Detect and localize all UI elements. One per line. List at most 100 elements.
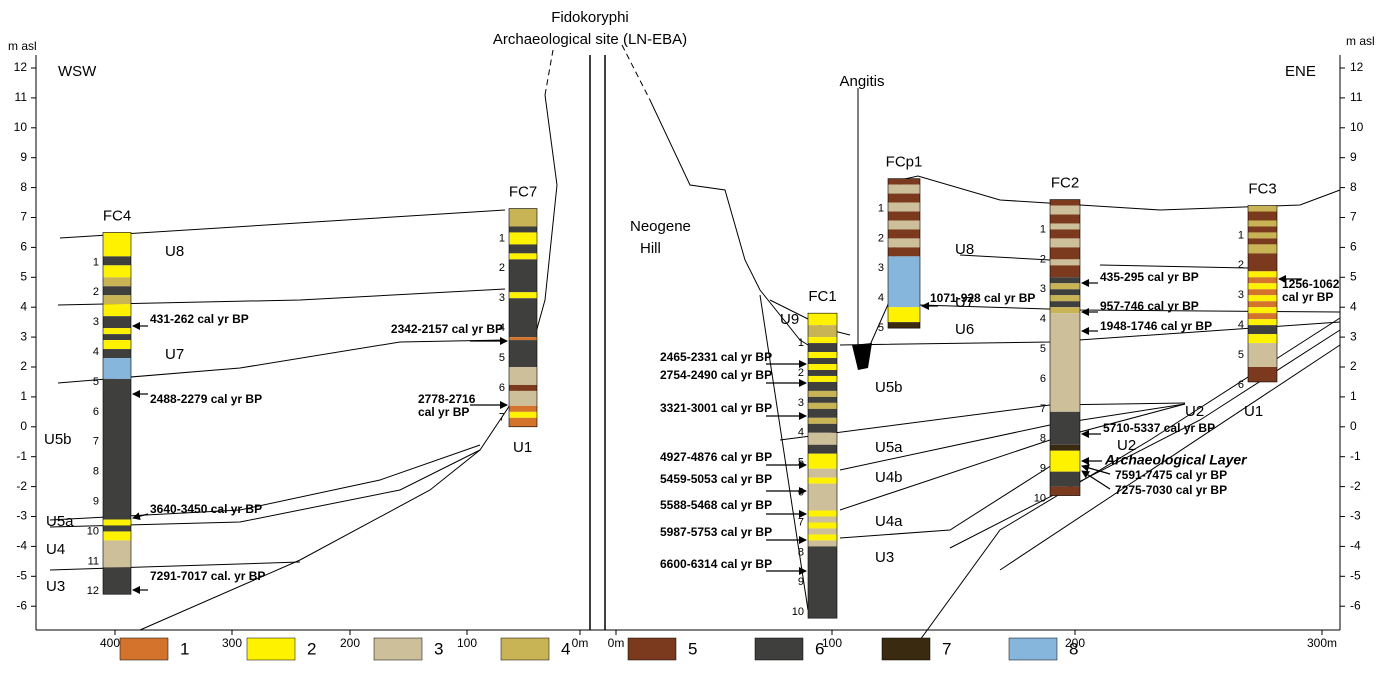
core-layer [509,226,537,233]
date-label: 5588-5468 cal yr BP [660,498,772,512]
depth-label: 6 [1238,379,1244,391]
core-layer [1050,238,1080,248]
core-layer [808,352,837,359]
y-tick-label: 6 [1350,240,1357,254]
date-label: cal yr BP [418,405,469,419]
core-layer [1050,199,1080,206]
core-layer [1248,367,1277,382]
core-layer [103,378,131,520]
legend-label: 2 [307,639,316,658]
legend-swatch [246,637,296,661]
core-layer [1248,205,1277,212]
core-name: FC7 [509,183,537,200]
y-tick-label: 1 [20,389,27,403]
core-layer [1248,283,1277,290]
core-layer [888,178,920,185]
date-label: 7591-7475 cal yr BP [1115,468,1227,482]
core-layer [1050,411,1080,445]
core-layer [1248,319,1277,326]
legend-swatch [1008,637,1058,661]
core-layer [509,244,537,254]
core-layer [1248,220,1277,227]
depth-label: 4 [499,322,505,334]
core-layer [509,259,537,293]
core-layer [103,232,131,257]
core-layer [1050,486,1080,496]
core-layer [808,313,837,326]
depth-label: 3 [499,292,505,304]
core-layer [808,358,837,365]
legend-swatch [373,637,423,661]
core-layer [1248,271,1277,278]
unit-label: U7 [165,346,184,363]
core-name: FC4 [103,207,131,224]
y-tick-label: -5 [16,568,27,582]
core-layer [509,208,537,227]
core-layer [509,298,537,338]
depth-label: 1 [93,256,99,268]
unit-label: U5b [44,431,72,448]
y-tick-label: -2 [1350,479,1361,493]
core-layer [1050,313,1080,412]
date-label: 3640-3450 cal yr BP [150,502,262,516]
unit-label: U8 [955,241,974,258]
core-layer [509,411,537,418]
date-label: 7275-7030 cal yr BP [1115,483,1227,497]
depth-label: 4 [798,427,804,439]
legend-label: 5 [688,639,697,658]
depth-label: 6 [93,406,99,418]
river-channel [852,343,872,370]
unit-label: U9 [780,311,799,328]
core-layer [808,528,837,535]
depth-label: 4 [1040,313,1046,325]
axis-label: m asl [8,39,37,53]
core-layer [103,265,131,278]
depth-label: 3 [1238,289,1244,301]
core-layer [1248,226,1277,233]
core-layer [1050,283,1080,290]
archaeological-layer: Archaeological Layer [1104,452,1248,468]
core-layer [1050,277,1080,284]
core-layer [1248,295,1277,302]
core-layer [509,390,537,406]
legend-label: 4 [561,639,570,658]
core-layer [103,304,131,317]
core-layer [888,229,920,239]
core-layer [1248,307,1277,314]
core-layer [808,468,837,478]
core-layer [808,402,837,409]
x-tick-label: 0m [608,636,625,650]
river-label: Angitis [839,73,884,90]
depth-label: 3 [878,262,884,274]
core-layer [808,444,837,454]
y-tick-label: 0 [1350,419,1357,433]
core-layer [1050,471,1080,487]
y-tick-label: 12 [14,60,28,74]
depth-label: 7 [499,412,505,424]
title-line: Archaeological site (LN-EBA) [493,31,687,48]
core-layer [509,292,537,299]
core-layer [1050,205,1080,215]
x-tick-label: 200 [340,636,360,650]
y-tick-label: -1 [16,449,27,463]
core-layer [509,340,537,367]
date-label: 1256-1062 [1282,277,1340,291]
y-tick-label: -6 [1350,598,1361,612]
legend-label: 1 [180,639,189,658]
unit-label: U5a [875,439,903,456]
legend-swatch [119,637,169,661]
date-label: 6600-6314 cal yr BP [660,557,772,571]
core-layer [509,384,537,391]
direction: WSW [58,63,97,80]
depth-label: 7 [798,516,804,528]
core-layer [103,328,131,335]
core-layer [1050,214,1080,224]
core-layer [808,453,837,469]
x-tick-label: 0m [572,636,589,650]
depth-label: 5 [878,322,884,334]
depth-label: 5 [1040,343,1046,355]
core-layer [808,540,837,547]
direction: ENE [1285,63,1316,80]
core-outline [1247,205,1278,383]
axis-label: m asl [1346,34,1375,48]
